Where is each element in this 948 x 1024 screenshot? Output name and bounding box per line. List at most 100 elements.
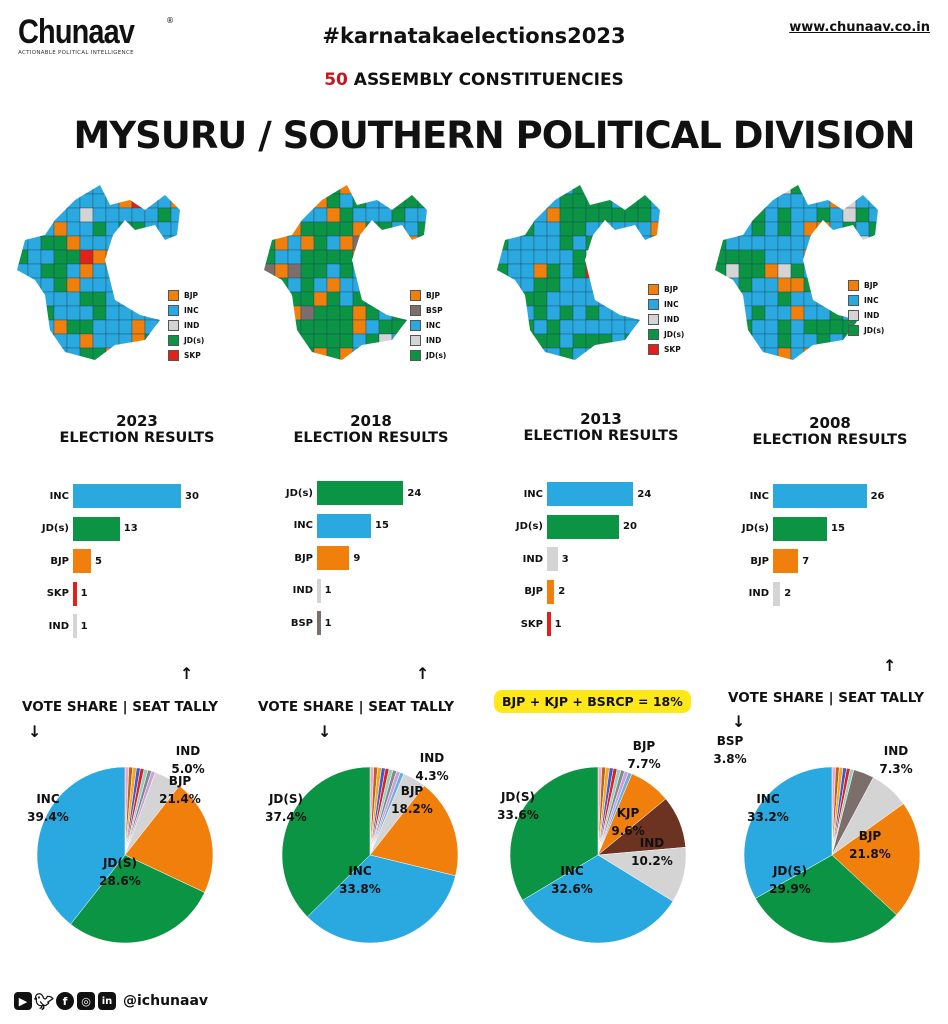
constituency-bjp	[287, 305, 302, 321]
constituency-inc	[391, 333, 406, 349]
constituency-jd(s)	[274, 185, 289, 195]
constituency-inc	[353, 362, 366, 370]
constituency-inc	[287, 333, 302, 349]
constituency-inc	[611, 319, 626, 335]
constituency-inc	[66, 305, 81, 321]
seat-bar-row: BJP 9	[294, 546, 360, 570]
legend-swatch	[410, 320, 421, 331]
constituency-inc	[365, 207, 380, 223]
constituency-jd(s)	[855, 207, 870, 223]
constituency-jd(s)	[144, 277, 159, 293]
results-title-2023: 2023 ELECTION RESULTS	[22, 412, 252, 446]
constituency-inc	[118, 235, 133, 251]
legend-label: JD(s)	[864, 326, 885, 335]
hashtag: #karnatakaelections2023	[322, 24, 626, 48]
constituency-inc	[624, 185, 639, 195]
constituency-inc	[17, 347, 29, 360]
constituency-inc	[725, 185, 740, 195]
constituency-bjp	[650, 221, 660, 237]
constituency-jd(s)	[431, 362, 432, 370]
bar-value: 30	[185, 490, 199, 502]
constituency-jd(s)	[777, 333, 792, 349]
legend-label: IND	[426, 336, 442, 345]
constituency-jd(s)	[144, 347, 159, 360]
constituency-inc	[352, 333, 367, 349]
constituency-inc	[637, 221, 652, 237]
facebook-icon[interactable]: f	[56, 992, 74, 1010]
constituency-inc	[27, 207, 42, 223]
constituency-jd(s)	[274, 193, 289, 209]
slice-percent: 21.8%	[849, 847, 891, 861]
slice-percent: 9.6%	[611, 824, 645, 838]
constituency-inc	[751, 319, 766, 335]
constituency-bjp	[352, 319, 367, 335]
linkedin-icon[interactable]: in	[98, 992, 116, 1010]
constituency-inc	[598, 185, 613, 195]
bar-label: BSP	[290, 617, 313, 629]
constituency-inc	[803, 291, 818, 307]
constituency-inc	[559, 263, 574, 279]
slice-name: IND	[175, 744, 201, 758]
constituency-inc	[184, 236, 185, 250]
constituency-inc	[352, 263, 367, 279]
seat-bar-ind	[547, 547, 558, 571]
constituency-jd(s)	[264, 333, 276, 349]
constituency-inc	[790, 319, 805, 335]
constituency-inc	[66, 291, 81, 307]
bar-label: INC	[523, 488, 543, 500]
constituency-inc	[738, 185, 753, 195]
slice-percent: 29.9%	[769, 882, 811, 896]
constituency-inc	[572, 291, 587, 307]
slice-percent: 33.6%	[497, 808, 539, 822]
pie-label-bjp: BJP 21.4%	[155, 772, 205, 808]
constituency-jd(s)	[624, 193, 639, 209]
constituency-bjp	[131, 333, 146, 349]
constituency-jd(s)	[598, 333, 613, 349]
constituency-jd(s)	[803, 319, 818, 335]
legend-item: BJP	[410, 288, 446, 303]
pie-label-jd(s): JD(S) 33.6%	[493, 788, 543, 824]
bar-value: 3	[561, 553, 569, 565]
constituency-jd(s)	[17, 249, 29, 265]
constituency-inc	[92, 185, 107, 195]
constituency-jd(s)	[572, 221, 587, 237]
constituency-inc	[40, 249, 55, 265]
constituency-skp	[15, 362, 28, 370]
constituency-inc	[611, 333, 626, 349]
constituency-jd(s)	[264, 277, 276, 293]
constituency-inc	[17, 291, 29, 307]
constituency-bjp	[131, 319, 146, 335]
constituency-bjp	[105, 347, 120, 360]
constituency-jd(s)	[326, 185, 341, 195]
constituency-inc	[751, 235, 766, 251]
constituency-jd(s)	[326, 291, 341, 307]
constituency-bjp	[274, 221, 289, 237]
constituency-inc	[158, 362, 171, 370]
constituency-jd(s)	[41, 362, 54, 370]
instagram-icon[interactable]: ◎	[77, 992, 95, 1010]
constituency-jd(s)	[843, 362, 856, 370]
constituency-jd(s)	[92, 305, 107, 321]
twitter-icon[interactable]: 🐦︎	[33, 991, 55, 1011]
constituency-jd(s)	[300, 263, 315, 279]
legend-label: INC	[184, 306, 199, 315]
constituency-jd(s)	[313, 263, 328, 279]
youtube-icon[interactable]: ▶	[14, 992, 32, 1010]
page-title: MYSURU / SOUTHERN POLITICAL DIVISION	[73, 114, 916, 157]
constituency-jd(s)	[520, 221, 535, 237]
slice-name: BSP	[716, 734, 744, 748]
constituency-inc	[352, 277, 367, 293]
constituency-inc	[817, 362, 830, 370]
constituency-bjp	[105, 249, 120, 265]
constituency-jd(s)	[365, 185, 380, 195]
constituency-inc	[378, 305, 393, 321]
constituency-inc	[725, 235, 740, 251]
slice-name: JD(S)	[500, 790, 536, 804]
constituency-inc	[352, 207, 367, 223]
constituency-jd(s)	[497, 263, 509, 279]
bar-value: 1	[324, 617, 332, 629]
slice-percent: 28.6%	[99, 874, 141, 888]
constituency-ind	[855, 235, 870, 251]
constituency-inc	[738, 291, 753, 307]
website-link[interactable]: www.chunaav.co.in	[789, 20, 930, 35]
